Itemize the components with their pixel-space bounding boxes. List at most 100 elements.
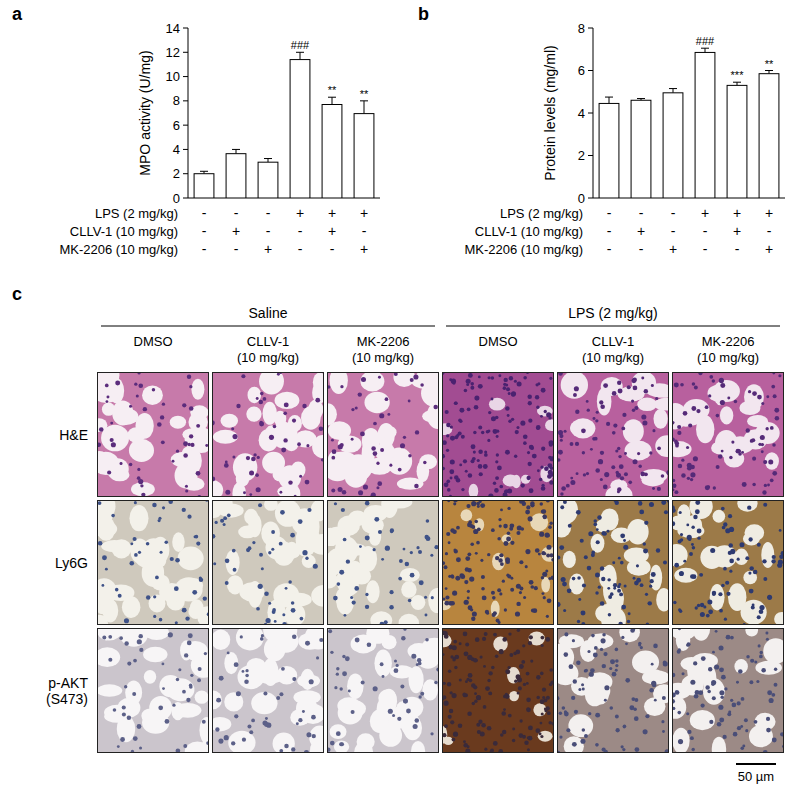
nucleus bbox=[510, 541, 514, 545]
nucleus bbox=[748, 537, 752, 541]
alveolus bbox=[189, 427, 209, 453]
nucleus bbox=[465, 470, 468, 473]
nucleus bbox=[312, 734, 316, 738]
nucleus bbox=[290, 533, 295, 538]
nucleus bbox=[464, 580, 468, 584]
alveolus bbox=[174, 703, 201, 718]
alveolus bbox=[734, 659, 747, 674]
condition-sign: + bbox=[264, 241, 272, 257]
nucleus bbox=[663, 661, 668, 666]
alveolus bbox=[141, 708, 159, 722]
nucleus bbox=[600, 566, 604, 570]
alveolus bbox=[142, 386, 163, 405]
nucleus bbox=[350, 596, 353, 599]
alveolus bbox=[503, 475, 519, 487]
nucleus bbox=[463, 459, 467, 463]
alveolus bbox=[131, 482, 155, 496]
alveolus bbox=[370, 611, 392, 625]
nucleus bbox=[617, 380, 621, 384]
y-tick bbox=[588, 70, 593, 71]
nucleus bbox=[153, 595, 156, 598]
nucleus bbox=[728, 543, 732, 547]
alveolus bbox=[327, 572, 338, 589]
nucleus bbox=[499, 554, 502, 557]
nucleus bbox=[263, 397, 267, 401]
error-cap bbox=[200, 171, 208, 172]
nucleus bbox=[424, 596, 427, 599]
nucleus bbox=[159, 618, 163, 622]
nucleus bbox=[231, 741, 235, 745]
nucleus bbox=[480, 559, 483, 562]
nucleus bbox=[292, 677, 296, 681]
nucleus bbox=[721, 584, 725, 588]
alveolus bbox=[181, 447, 194, 472]
nucleus bbox=[741, 747, 745, 751]
nucleus bbox=[691, 525, 694, 528]
condition-sign: - bbox=[703, 241, 708, 257]
alveolus bbox=[674, 568, 697, 583]
nucleus bbox=[535, 548, 540, 553]
column-label: (10 mg/kg) bbox=[237, 350, 299, 365]
nucleus bbox=[419, 580, 424, 585]
nucleus bbox=[459, 408, 464, 413]
nucleus bbox=[187, 641, 192, 646]
nucleus bbox=[162, 687, 165, 690]
nucleus bbox=[717, 722, 722, 727]
alveolus bbox=[238, 526, 257, 539]
nucleus bbox=[705, 685, 709, 689]
nucleus bbox=[485, 610, 489, 614]
nucleus bbox=[576, 472, 579, 475]
nucleus bbox=[342, 655, 345, 658]
alveolus bbox=[735, 549, 749, 566]
alveolus bbox=[144, 670, 157, 684]
nucleus bbox=[563, 609, 566, 612]
nucleus bbox=[771, 559, 775, 563]
nucleus bbox=[203, 596, 207, 600]
nucleus bbox=[504, 490, 507, 493]
nucleus bbox=[523, 441, 527, 445]
nucleus bbox=[575, 442, 579, 446]
nucleus bbox=[475, 637, 480, 642]
nucleus bbox=[359, 545, 362, 548]
nucleus bbox=[255, 473, 259, 477]
nucleus bbox=[736, 449, 741, 454]
nucleus bbox=[619, 592, 623, 596]
condition-sign: - bbox=[671, 205, 676, 221]
nucleus bbox=[765, 427, 768, 430]
nucleus bbox=[760, 435, 765, 440]
nucleus bbox=[182, 608, 187, 613]
error-bar bbox=[332, 97, 333, 104]
alveolus bbox=[529, 632, 545, 646]
group-label: LPS (2 mg/kg) bbox=[568, 305, 657, 321]
nucleus bbox=[507, 532, 511, 536]
nucleus bbox=[730, 549, 735, 554]
nucleus bbox=[540, 672, 544, 676]
condition-label: CLLV-1 (10 mg/kg) bbox=[70, 224, 178, 239]
nucleus bbox=[261, 634, 264, 637]
alveolus bbox=[627, 519, 649, 544]
scale-bar bbox=[736, 763, 776, 765]
nucleus bbox=[119, 636, 123, 640]
row-label: H&E bbox=[59, 427, 88, 443]
nucleus bbox=[258, 584, 263, 589]
nucleus bbox=[725, 528, 730, 533]
nucleus bbox=[259, 553, 263, 557]
nucleus bbox=[330, 741, 335, 746]
nucleus bbox=[645, 714, 649, 718]
nucleus bbox=[493, 741, 498, 746]
alveolus bbox=[563, 551, 576, 568]
nucleus bbox=[410, 551, 413, 554]
nucleus bbox=[319, 426, 324, 431]
alveolus bbox=[330, 724, 347, 739]
alveolus bbox=[265, 536, 287, 559]
nucleus bbox=[528, 516, 533, 521]
nucleus bbox=[610, 659, 615, 664]
significance-label: ### bbox=[696, 35, 715, 47]
nucleus bbox=[485, 686, 490, 691]
nucleus bbox=[189, 434, 193, 438]
nucleus bbox=[757, 543, 761, 547]
nucleus bbox=[508, 420, 511, 423]
nucleus bbox=[483, 665, 486, 668]
nucleus bbox=[102, 555, 107, 560]
nucleus bbox=[174, 586, 179, 591]
